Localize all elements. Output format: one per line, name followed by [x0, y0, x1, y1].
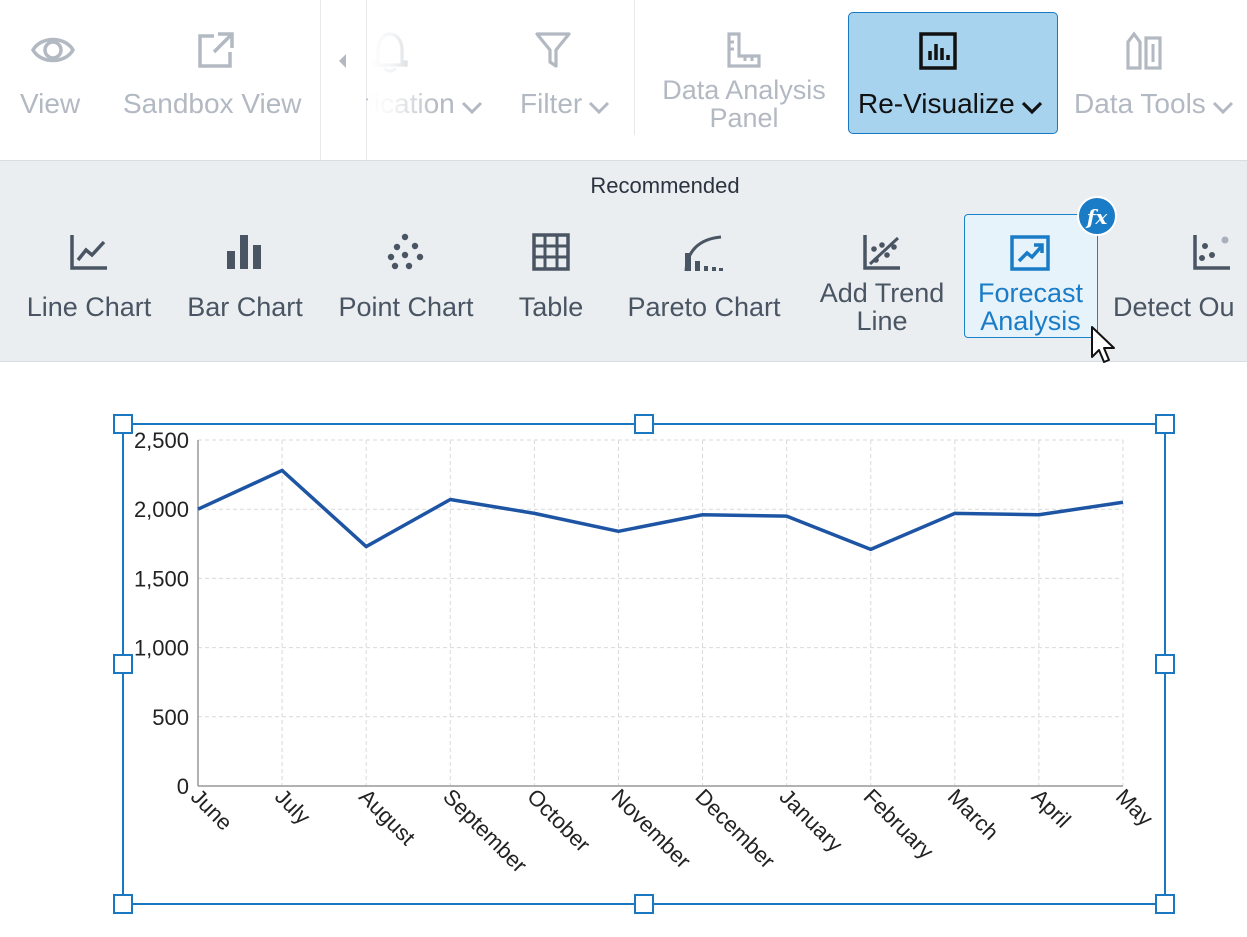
scroll-left-icon[interactable]: [336, 52, 348, 75]
x-tick-label: January: [775, 784, 848, 857]
re-visualize-button[interactable]: Re-Visualize: [848, 12, 1058, 134]
resize-handle[interactable]: [634, 894, 654, 914]
point-chart-button[interactable]: Point Chart: [328, 161, 484, 361]
y-tick-label: 1,500: [134, 566, 189, 591]
add-trend-line-button[interactable]: Add Trend Line: [810, 161, 954, 361]
add-trend-line-label-line2: Line: [856, 306, 908, 336]
view-label: View: [20, 88, 81, 119]
filter-button[interactable]: Filter: [520, 0, 625, 160]
sandbox-view-button[interactable]: Sandbox View: [120, 0, 312, 160]
chevron-down-icon: [461, 90, 483, 122]
recommended-panel: Recommended Line Chart Bar Chart Point C…: [0, 160, 1247, 362]
toolbar-divider: [634, 0, 635, 135]
bar-chart-button[interactable]: Bar Chart: [178, 161, 312, 361]
chevron-down-icon: [1212, 90, 1234, 122]
pareto-chart-button[interactable]: Pareto Chart: [615, 161, 793, 361]
forecast-label-line1: Forecast: [977, 278, 1084, 308]
view-button[interactable]: View: [18, 0, 88, 160]
table-button[interactable]: Table: [505, 161, 597, 361]
x-tick-label: July: [270, 784, 315, 829]
detect-outliers-label: Detect Ou: [1113, 292, 1235, 322]
x-tick-label: August: [354, 784, 420, 850]
bar-chart-box-icon: [918, 31, 958, 76]
y-tick-label: 2,000: [134, 497, 189, 522]
data-analysis-panel-button[interactable]: Data Analysis Panel: [654, 0, 834, 160]
table-icon: [532, 233, 570, 276]
filter-icon: [535, 30, 571, 75]
add-trend-line-label-line1: Add Trend: [819, 278, 945, 308]
resize-handle[interactable]: [634, 414, 654, 434]
toolbar-divider: [320, 0, 321, 160]
chart-area: 0 500 1,000 1,500 2,000 2,500 June July August S…: [0, 362, 1247, 932]
resize-handle[interactable]: [1155, 654, 1175, 674]
data-tools-icon: [1124, 30, 1164, 77]
y-tick-label: 0: [177, 774, 189, 799]
mouse-cursor-icon: [1090, 325, 1118, 370]
forecast-analysis-button[interactable]: Forecast Analysis: [964, 214, 1098, 338]
recommended-title: Recommended: [590, 173, 740, 198]
line-chart-button[interactable]: Line Chart: [18, 161, 160, 361]
series-line: [197, 468, 1124, 552]
data-tools-button[interactable]: Data Tools: [1074, 0, 1247, 160]
fx-badge: fx: [1077, 196, 1117, 236]
selection-frame: [113, 414, 1175, 914]
ruler-icon: [725, 30, 763, 75]
scroll-fade: [368, 0, 438, 160]
outlier-icon: [1192, 233, 1232, 276]
y-tick-label: 1,000: [134, 636, 189, 661]
line-chart[interactable]: 0 500 1,000 1,500 2,000 2,500 June July August S…: [0, 362, 1247, 932]
table-label: Table: [518, 292, 584, 322]
x-tick-label: March: [943, 784, 1004, 845]
detect-outliers-button[interactable]: Detect Ou: [1110, 161, 1247, 361]
filter-label: Filter: [520, 88, 583, 119]
forecast-icon: [1010, 235, 1050, 276]
y-tick-label: 2,500: [134, 428, 189, 453]
x-tick-label: September: [438, 784, 532, 878]
y-tick-label: 500: [152, 705, 189, 730]
x-tick-label: October: [522, 784, 595, 857]
resize-handle[interactable]: [113, 654, 133, 674]
data-tools-label: Data Tools: [1074, 88, 1206, 119]
pareto-chart-label: Pareto Chart: [627, 292, 781, 322]
trend-line-icon: [862, 233, 902, 276]
eye-icon: [30, 30, 76, 75]
x-tick-label: November: [606, 784, 695, 873]
toolbar-divider: [366, 0, 367, 160]
data-analysis-label-line2: Panel: [709, 103, 779, 133]
line-chart-icon: [69, 233, 109, 276]
re-visualize-label: Re-Visualize: [858, 88, 1015, 119]
chart-axes: [197, 440, 1123, 787]
top-toolbar: View Sandbox View fication Filter: [0, 0, 1247, 160]
bar-chart-icon: [225, 233, 265, 276]
pareto-chart-icon: [683, 233, 725, 278]
resize-handle[interactable]: [1155, 414, 1175, 434]
resize-handle[interactable]: [113, 414, 133, 434]
data-analysis-label-line1: Data Analysis: [662, 75, 826, 105]
chart-grid: [198, 439, 1124, 786]
x-tick-label: June: [186, 784, 237, 835]
x-tick-label: April: [1027, 784, 1076, 833]
x-tick-label: December: [691, 784, 780, 873]
point-chart-icon: [387, 233, 425, 276]
y-axis-labels: 0 500 1,000 1,500 2,000 2,500: [134, 428, 189, 799]
chevron-down-icon: [588, 90, 610, 122]
external-link-icon: [196, 30, 236, 75]
resize-handle[interactable]: [113, 894, 133, 914]
chevron-down-icon: [1021, 90, 1043, 122]
sandbox-view-label: Sandbox View: [123, 88, 302, 119]
bar-chart-label: Bar Chart: [187, 292, 303, 322]
point-chart-label: Point Chart: [338, 292, 474, 322]
line-chart-label: Line Chart: [26, 292, 152, 322]
forecast-label-line2: Analysis: [980, 306, 1081, 336]
chart-series: [197, 468, 1124, 552]
resize-handle[interactable]: [1155, 894, 1175, 914]
x-tick-label: February: [859, 784, 939, 864]
x-tick-label: May: [1111, 784, 1158, 831]
